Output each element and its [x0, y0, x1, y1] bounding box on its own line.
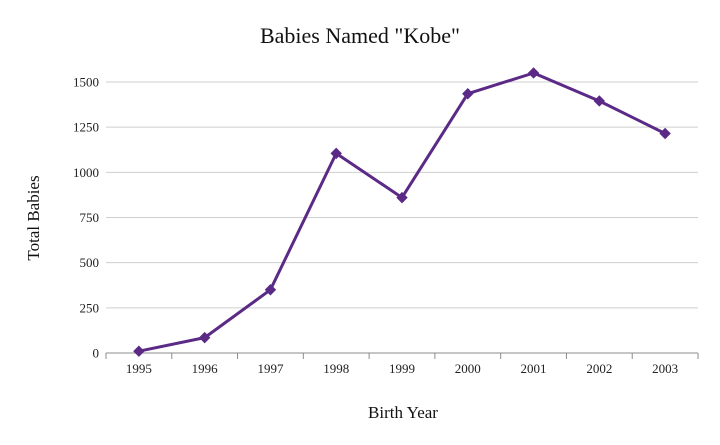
x-tick-label: 1997	[257, 361, 284, 376]
y-tick-label: 0	[93, 346, 100, 361]
x-tick-label: 2003	[652, 361, 678, 376]
x-tick-label: 2000	[455, 361, 481, 376]
data-point-marker	[462, 88, 474, 100]
y-tick-label: 1000	[73, 165, 99, 180]
data-point-marker	[659, 127, 671, 140]
y-axis-label: Total Babies	[24, 175, 43, 260]
data-point-marker	[264, 284, 277, 296]
grid-lines	[106, 81, 698, 309]
x-tick-label: 2001	[521, 361, 547, 376]
y-tick-label: 1250	[73, 120, 99, 135]
x-axis-label: Birth Year	[368, 403, 438, 422]
x-tick-label: 1995	[126, 361, 152, 376]
x-tick-label: 2002	[586, 361, 612, 376]
data-point-marker	[133, 345, 145, 357]
y-tick-label: 1500	[73, 75, 99, 90]
data-point-marker	[396, 191, 408, 204]
y-tick-label: 750	[80, 210, 100, 225]
x-tick-label: 1999	[389, 361, 415, 376]
series-layer	[133, 67, 671, 357]
data-point-marker	[527, 67, 540, 79]
x-tick-label: 1996	[192, 361, 219, 376]
x-tick-label: 1998	[323, 361, 349, 376]
y-tick-label: 250	[80, 300, 100, 315]
y-axis-ticks: 0 250 500 750 1000 1250 1500	[73, 75, 99, 361]
data-point-marker	[593, 95, 606, 107]
data-point-marker	[330, 147, 342, 160]
y-tick-label: 500	[80, 255, 100, 270]
series-line	[138, 71, 666, 353]
x-axis: 1995 1996 1997 1998 1999 2000 2001 2002 2003	[105, 352, 699, 376]
chart-title: Babies Named "Kobe"	[260, 23, 460, 48]
data-point-marker	[198, 331, 211, 344]
